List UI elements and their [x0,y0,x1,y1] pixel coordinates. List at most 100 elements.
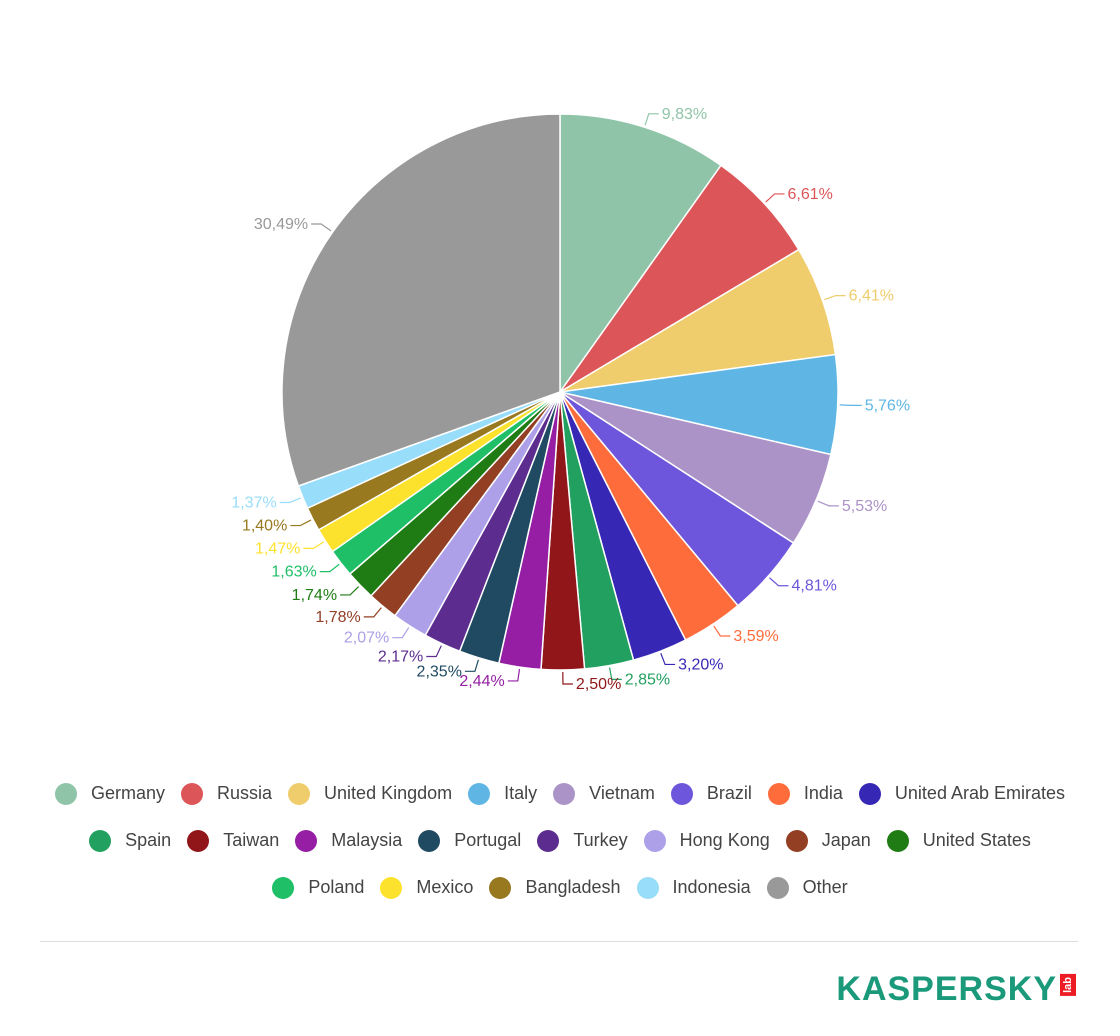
legend-label: Portugal [454,830,522,850]
leader-line-india [713,625,731,637]
pie-chart: 9,83% 6,61% 6,41% 5,76% 5,53% 4,81% 3,59% 3,20%… [231,106,910,693]
legend-swatch [537,829,560,852]
legend-swatch [670,782,693,805]
legend-label: Brazil [706,783,752,803]
leader-line-indonesia [279,497,302,504]
legend-item-india: India [767,782,843,805]
legend-label: Mexico [416,877,474,897]
legend-item-vietnam: Vietnam [553,782,655,805]
legend-item-germany: Germany [54,782,166,805]
legend-label: United States [922,830,1031,850]
legend-label: Indonesia [672,877,751,897]
leader-line-united-arab-emirates [660,653,676,666]
legend-swatch [295,829,318,852]
leader-line-japan [363,607,382,618]
legend-item-poland: Poland [272,876,365,899]
legend-label: Russia [217,783,273,803]
leader-line-spain [609,667,622,680]
legend-label: Hong Kong [679,830,770,850]
legend-item-hong-kong: Hong Kong [643,829,770,852]
pie-slice-united-kingdom [559,248,837,393]
legend-item-united-arab-emirates: United Arab Emirates [858,782,1065,805]
data-label-spain: 2,85% [625,671,670,688]
legend-item-mexico: Mexico [380,876,474,899]
legend-item-taiwan: Taiwan [187,829,280,852]
legend-row: Spain Taiwan Malaysia Portugal Turkey Hong Ko… [40,817,1080,864]
legend-item-italy: Italy [468,782,537,805]
legend-swatch [489,876,512,899]
legend-item-spain: Spain [89,829,172,852]
legend-label: India [803,783,843,803]
legend-swatch [380,876,403,899]
leader-line-portugal [464,659,479,672]
legend-swatch [181,782,204,805]
data-label-vietnam: 5,53% [842,498,887,515]
legend-swatch [766,876,789,899]
legend-label: Spain [125,830,172,850]
legend-swatch [272,876,295,899]
legend-swatch [858,782,881,805]
leader-line-vietnam [817,500,839,507]
data-label-italy: 5,76% [865,397,910,414]
legend-label: Vietnam [589,783,655,803]
legend-label: United Arab Emirates [894,783,1065,803]
leader-line-united-states [340,586,360,596]
legend-label: Japan [821,830,871,850]
data-label-indonesia: 1,37% [231,494,276,511]
legend-item-united-states: United States [886,829,1031,852]
legend-item-turkey: Turkey [537,829,628,852]
legend-item-bangladesh: Bangladesh [489,876,621,899]
legend-label: Turkey [573,830,628,850]
brand-lab-tag: lab [1060,974,1076,996]
legend-swatch [54,782,77,805]
leader-line-brazil [769,577,789,587]
leader-line-bangladesh [290,519,312,527]
legend-swatch [288,782,311,805]
legend-swatch [553,782,576,805]
legend-row: Poland Mexico Bangladesh Indonesia Other [40,864,1080,911]
legend-label: Poland [308,877,365,897]
leader-line-other [311,223,332,232]
leader-line-hong-kong [392,627,410,639]
legend-swatch [89,829,112,852]
leader-line-mexico [303,541,324,549]
leader-line-germany [644,113,659,126]
footer-divider [40,941,1078,942]
brand-wordmark: KASPERSKY [836,970,1057,1008]
data-label-brazil: 4,81% [791,578,836,595]
legend-swatch [418,829,441,852]
leader-line-poland [319,563,340,573]
leader-line-united-kingdom [824,294,846,301]
legend-item-brazil: Brazil [670,782,752,805]
legend-item-russia: Russia [181,782,273,805]
data-label-poland: 1,63% [271,564,316,581]
leader-line-malaysia [507,668,521,682]
legend-swatch [187,829,210,852]
legend-label: United Kingdom [324,783,453,803]
legend-label: Malaysia [331,830,403,850]
pie-slice-russia [559,164,800,393]
data-label-mexico: 1,47% [255,540,300,557]
chart-legend: Germany Russia United Kingdom Italy Vietnam B… [40,770,1080,911]
legend-item-other: Other [766,876,848,899]
data-label-united-states: 1,74% [292,587,337,604]
legend-swatch [643,829,666,852]
legend-label: Other [802,877,848,897]
legend-item-indonesia: Indonesia [636,876,751,899]
legend-swatch [468,782,491,805]
legend-label: Germany [90,783,166,803]
legend-label: Taiwan [223,830,280,850]
data-label-portugal: 2,35% [417,663,462,680]
data-label-malaysia: 2,44% [459,673,504,690]
legend-item-japan: Japan [785,829,871,852]
data-label-hong-kong: 2,07% [344,630,389,647]
leader-line-italy [839,404,862,406]
data-label-other: 30,49% [254,216,308,233]
kaspersky-logo: KASPERSKY lab [836,970,1076,1008]
data-label-bangladesh: 1,40% [242,518,287,535]
data-label-taiwan: 2,50% [576,676,621,693]
leader-line-taiwan [562,671,573,685]
data-label-germany: 9,83% [662,106,707,123]
legend-item-united-kingdom: United Kingdom [288,782,453,805]
data-label-japan: 1,78% [315,609,360,626]
